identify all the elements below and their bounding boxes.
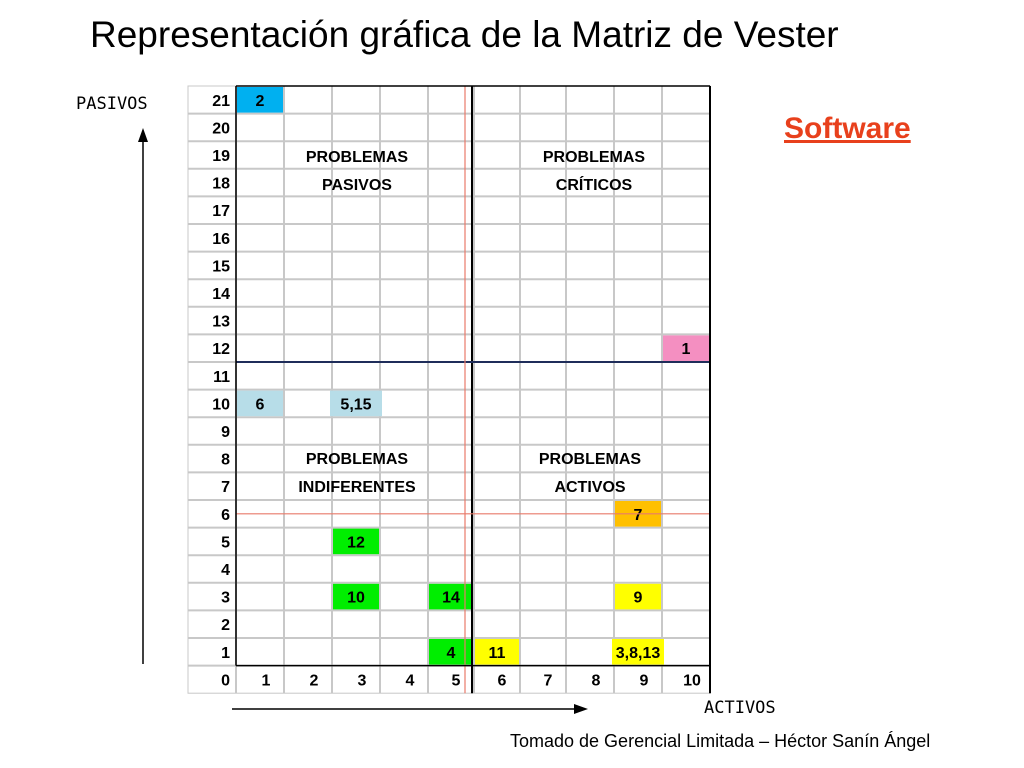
y-tick-11: 11 bbox=[213, 369, 230, 386]
quadrant-label-3-line-1: PROBLEMAS bbox=[306, 451, 409, 468]
divider-lines bbox=[235, 85, 711, 694]
y-tick-19: 19 bbox=[212, 148, 230, 165]
point-cell-10 bbox=[333, 583, 379, 610]
x-tick-4: 4 bbox=[406, 672, 415, 689]
y-tick-3: 3 bbox=[221, 590, 230, 607]
point-cell-4 bbox=[429, 639, 473, 665]
y-tick-7: 7 bbox=[221, 479, 230, 496]
point-cell-5-15 bbox=[330, 390, 382, 417]
chart-title: Representación gráfica de la Matriz de V… bbox=[90, 14, 839, 55]
x-axis-label: ACTIVOS bbox=[704, 698, 776, 718]
quadrant-label-1-line-2: PASIVOS bbox=[322, 177, 392, 194]
y-tick-0: 0 bbox=[221, 672, 230, 689]
y-tick-15: 15 bbox=[212, 258, 230, 275]
y-tick-8: 8 bbox=[221, 452, 230, 469]
y-tick-21: 21 bbox=[212, 93, 230, 110]
y-tick-12: 12 bbox=[212, 341, 230, 358]
quadrant-labels: PROBLEMAS PASIVOS PROBLEMAS CRÍTICOS PROBLEM… bbox=[298, 149, 645, 496]
y-tick-18: 18 bbox=[212, 176, 230, 193]
x-tick-9: 9 bbox=[640, 672, 649, 689]
y-tick-13: 13 bbox=[212, 314, 230, 331]
quadrant-label-3-line-2: INDIFERENTES bbox=[298, 479, 416, 496]
point-label-12: 12 bbox=[347, 534, 365, 551]
point-label-7: 7 bbox=[634, 507, 643, 524]
y-tick-14: 14 bbox=[212, 286, 230, 303]
chart-subtitle: Software bbox=[784, 112, 911, 145]
point-label-3-8-13: 3,8,13 bbox=[616, 645, 661, 662]
point-label-1: 1 bbox=[682, 341, 691, 358]
y-tick-1: 1 bbox=[221, 645, 230, 662]
y-tick-10: 10 bbox=[212, 396, 230, 413]
point-cell-12 bbox=[333, 528, 379, 555]
point-cell-2 bbox=[237, 87, 283, 113]
y-tick-5: 5 bbox=[221, 534, 230, 551]
x-tick-10: 10 bbox=[683, 672, 701, 689]
point-cell-6 bbox=[237, 390, 283, 417]
y-tick-17: 17 bbox=[212, 203, 230, 220]
y-axis-arrow-head bbox=[138, 128, 148, 142]
point-label-5-15: 5,15 bbox=[340, 396, 371, 413]
x-tick-3: 3 bbox=[358, 672, 367, 689]
point-label-11: 11 bbox=[489, 645, 506, 662]
point-label-10: 10 bbox=[347, 590, 365, 607]
axis-arrows bbox=[138, 128, 588, 714]
point-cells: 2 1 6 5,15 7 12 10 14 9 4 11 3,8,13 bbox=[237, 87, 709, 665]
quadrant-label-2-line-1: PROBLEMAS bbox=[543, 149, 646, 166]
point-label-9: 9 bbox=[634, 590, 643, 607]
quadrant-label-2-line-2: CRÍTICOS bbox=[556, 175, 633, 194]
point-label-14: 14 bbox=[442, 590, 460, 607]
point-cell-3-8-13 bbox=[612, 639, 664, 665]
point-label-6: 6 bbox=[256, 396, 265, 413]
x-axis-arrow-head bbox=[574, 704, 588, 714]
y-tick-20: 20 bbox=[212, 120, 230, 137]
y-axis-label: PASIVOS bbox=[76, 94, 148, 114]
source-note: Tomado de Gerencial Limitada – Héctor Sa… bbox=[510, 731, 931, 751]
y-tick-16: 16 bbox=[212, 231, 230, 248]
y-tick-4: 4 bbox=[221, 562, 230, 579]
y-tick-9: 9 bbox=[221, 424, 230, 441]
x-tick-7: 7 bbox=[544, 672, 553, 689]
point-cell-11 bbox=[475, 639, 519, 665]
y-tick-6: 6 bbox=[221, 507, 230, 524]
quadrant-label-4-line-1: PROBLEMAS bbox=[539, 451, 642, 468]
x-tick-8: 8 bbox=[592, 672, 601, 689]
x-tick-1: 1 bbox=[262, 672, 271, 689]
point-cell-9 bbox=[615, 583, 661, 610]
quadrant-label-4-line-2: ACTIVOS bbox=[554, 479, 625, 496]
point-label-4: 4 bbox=[447, 645, 456, 662]
point-cell-1 bbox=[663, 335, 709, 361]
x-tick-6: 6 bbox=[498, 672, 507, 689]
point-cell-14 bbox=[429, 583, 473, 610]
x-tick-5: 5 bbox=[452, 672, 461, 689]
x-tick-2: 2 bbox=[310, 672, 319, 689]
point-label-2: 2 bbox=[256, 93, 265, 110]
y-tick-2: 2 bbox=[221, 617, 230, 634]
quadrant-label-1-line-1: PROBLEMAS bbox=[306, 149, 409, 166]
